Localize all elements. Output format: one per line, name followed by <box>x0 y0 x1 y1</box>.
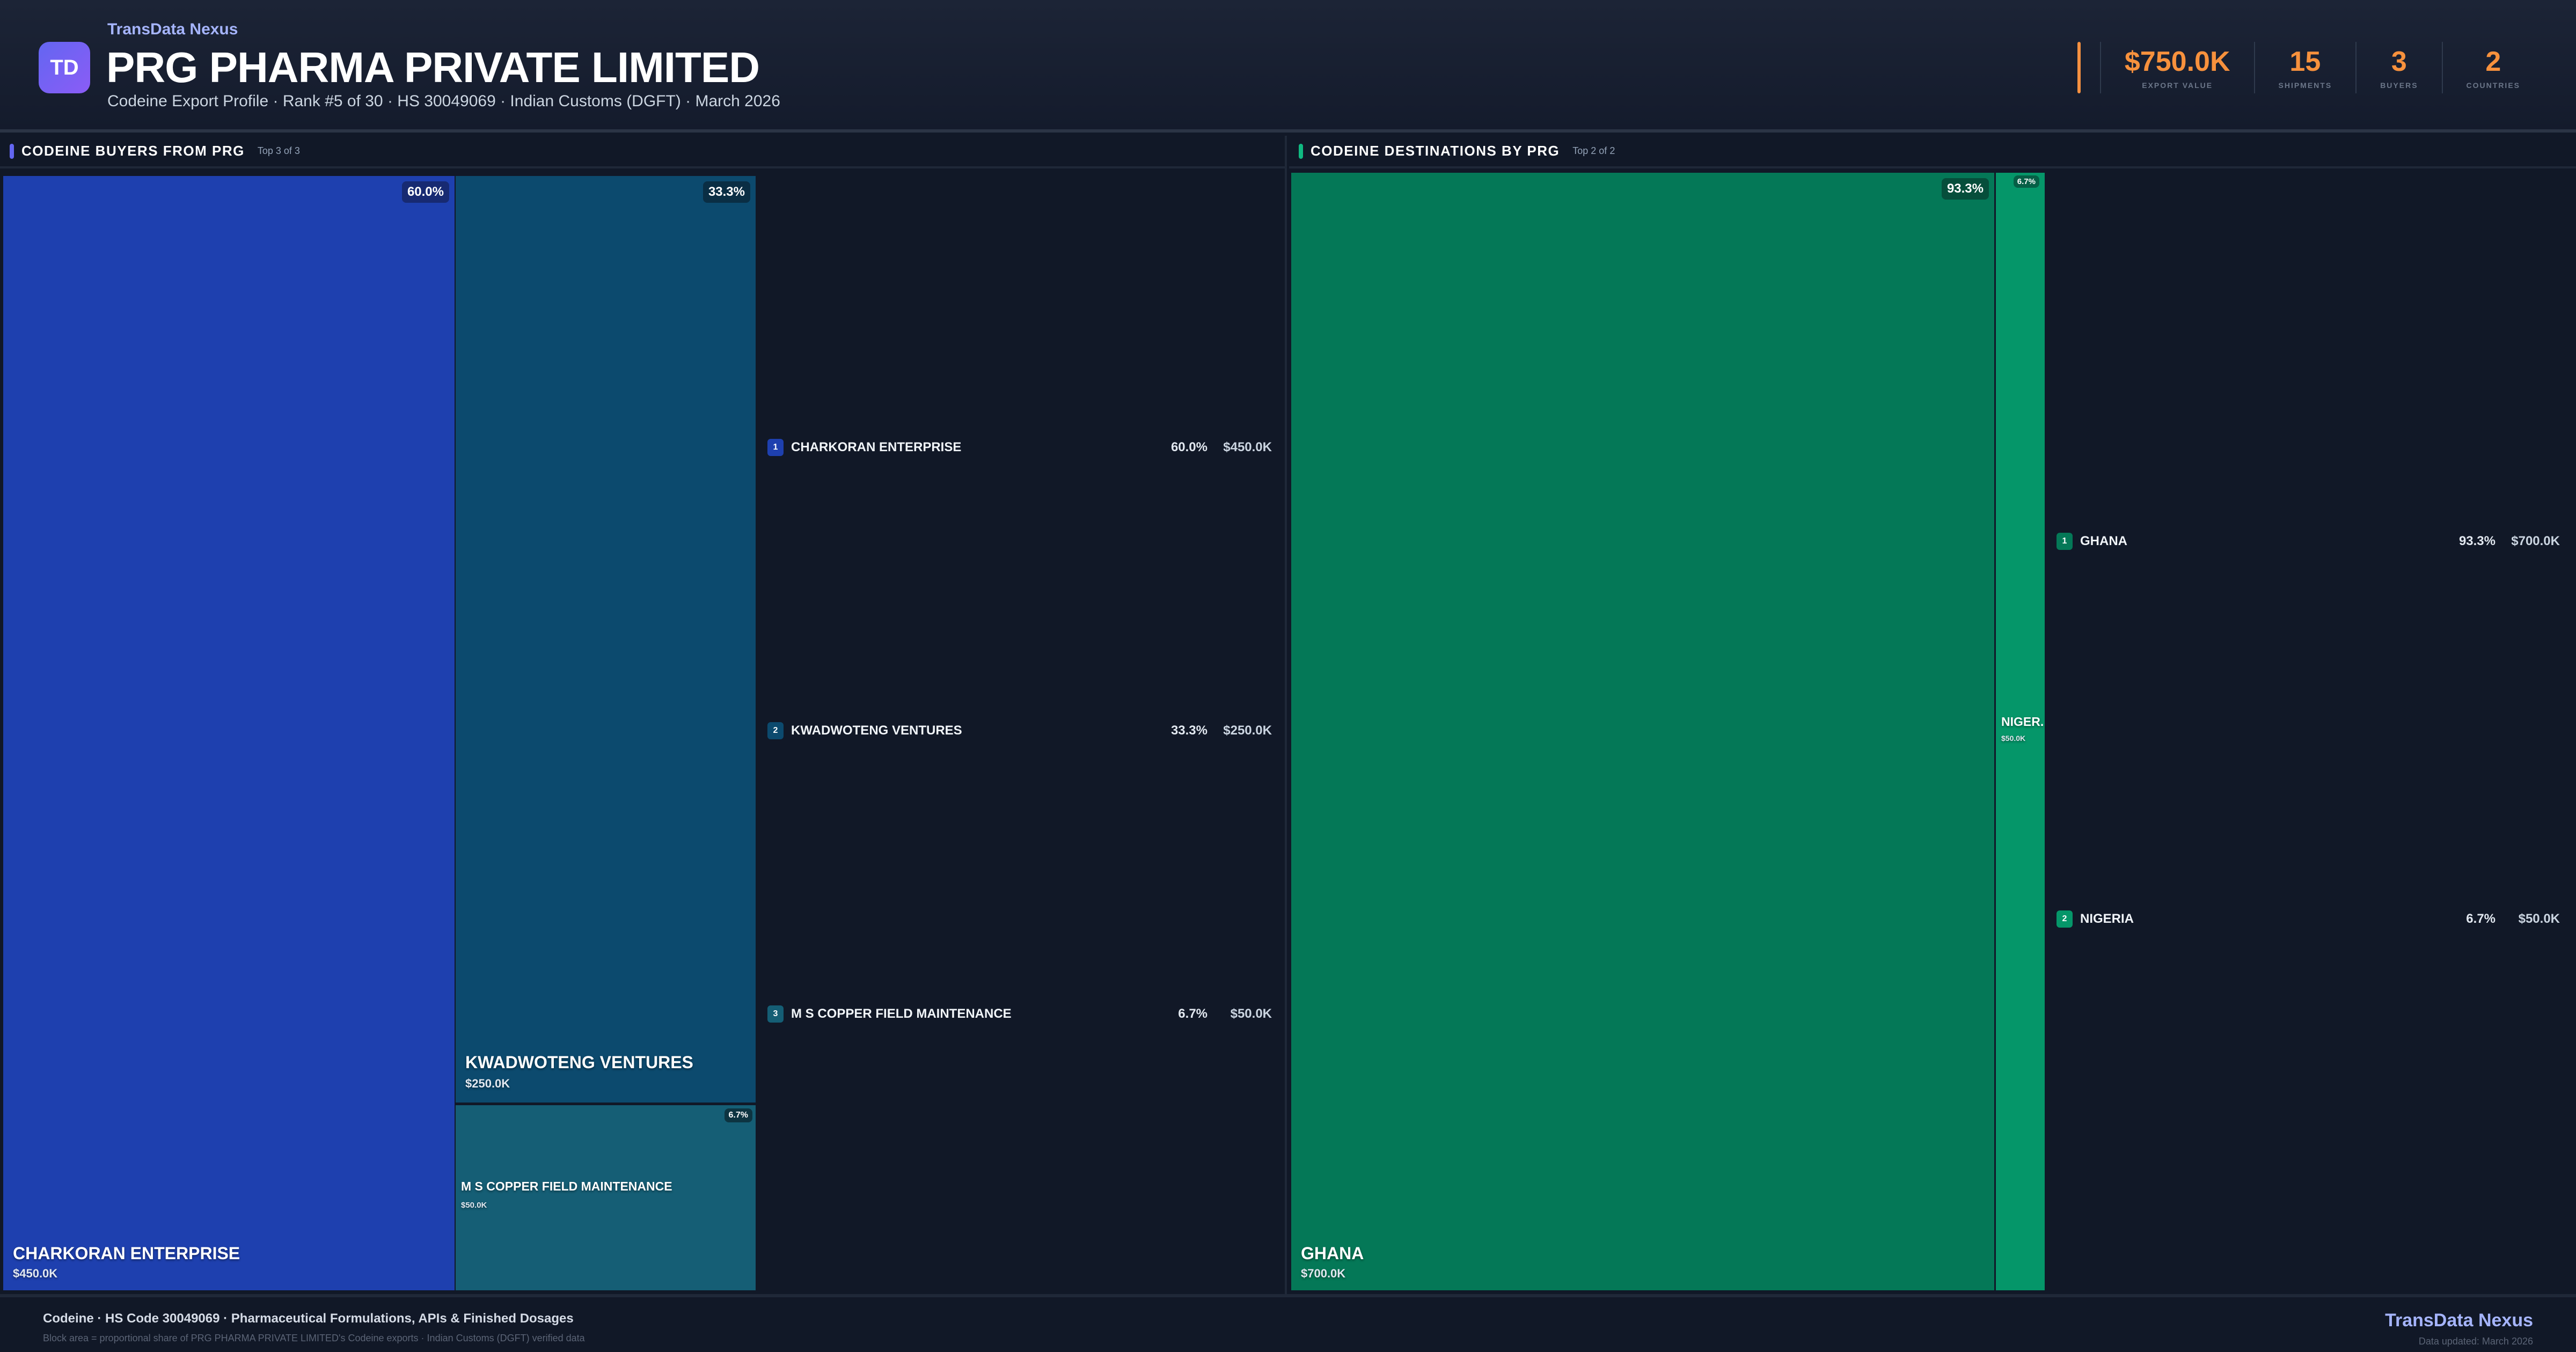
cell-value: $50.0K <box>2001 734 2026 743</box>
kpi-value: 2 <box>2485 46 2501 77</box>
section-accent-bar <box>10 143 14 159</box>
kpi-shipments: 15 SHIPMENTS <box>2253 42 2356 93</box>
cell-name: CHARKORAN ENTERPRISE <box>13 1244 240 1263</box>
footer-updated: Data updated: March 2026 <box>2418 1336 2533 1347</box>
page-footer: Codeine · HS Code 30049069 · Pharmaceuti… <box>0 1294 2576 1352</box>
legend-name: KWADWOTENG VENTURES <box>791 723 962 738</box>
section-title: CODEINE BUYERS FROM PRG <box>21 143 245 159</box>
kpi-label: COUNTRIES <box>2466 81 2520 90</box>
footer-brand: TransData Nexus <box>2385 1310 2533 1331</box>
section-subtitle: Top 2 of 2 <box>1572 145 1615 156</box>
legend-share: 6.7% <box>1178 1006 1208 1021</box>
cell-name: NIGER. <box>2001 715 2044 729</box>
legend-value: $50.0K <box>1230 1006 1272 1021</box>
share-badge: 33.3% <box>702 181 750 203</box>
rank-badge: 2 <box>767 722 784 739</box>
legend-item[interactable]: 2 KWADWOTENG VENTURES 33.3% $250.0K <box>767 720 1272 741</box>
cell-value: $450.0K <box>13 1267 58 1280</box>
brand-logo-icon: TD <box>39 42 90 93</box>
destinations-section-header: CODEINE DESTINATIONS BY PRG Top 2 of 2 <box>1289 136 2576 168</box>
kpi-value: $750.0K <box>2124 46 2230 77</box>
kpi-countries: 2 COUNTRIES <box>2441 42 2544 93</box>
treemap-cell-ms-copper[interactable]: 6.7% M S COPPER FIELD MAINTENANCE $50.0K <box>456 1105 756 1290</box>
legend-item[interactable]: 2 NIGERIA 6.7% $50.0K <box>2057 908 2560 930</box>
cell-value: $700.0K <box>1301 1267 1346 1280</box>
cell-name: KWADWOTENG VENTURES <box>465 1053 693 1072</box>
legend-item[interactable]: 1 GHANA 93.3% $700.0K <box>2057 531 2560 552</box>
rank-badge: 2 <box>2057 910 2073 928</box>
kpi-export-value: $750.0K EXPORT VALUE <box>2099 42 2254 93</box>
legend-share: 60.0% <box>1170 440 1208 454</box>
brand-name: TransData Nexus <box>107 20 238 38</box>
kpi-buyers: 3 BUYERS <box>2355 42 2441 93</box>
kpi-value: 15 <box>2289 46 2321 77</box>
legend-value: $450.0K <box>1223 440 1272 454</box>
cell-name: GHANA <box>1301 1244 1364 1263</box>
legend-value: $50.0K <box>2518 912 2560 926</box>
destinations-panel: CODEINE DESTINATIONS BY PRG Top 2 of 2 9… <box>1289 136 2576 1294</box>
legend-value: $700.0K <box>2511 534 2560 548</box>
kpi-label: SHIPMENTS <box>2278 81 2332 90</box>
treemap-cell-charkoran[interactable]: 60.0% CHARKORAN ENTERPRISE $450.0K <box>3 176 455 1290</box>
legend-item[interactable]: 3 M S COPPER FIELD MAINTENANCE 6.7% $50.… <box>767 1003 1272 1025</box>
kpi-label: EXPORT VALUE <box>2142 81 2213 90</box>
legend-share: 33.3% <box>1170 723 1208 738</box>
section-subtitle: Top 3 of 3 <box>257 145 300 156</box>
cell-value: $50.0K <box>461 1201 487 1210</box>
legend-value: $250.0K <box>1223 723 1272 738</box>
legend-share: 93.3% <box>2458 534 2496 548</box>
legend-item[interactable]: 1 CHARKORAN ENTERPRISE 60.0% $450.0K <box>767 437 1272 458</box>
legend-name: GHANA <box>2080 534 2127 548</box>
cell-value: $250.0K <box>465 1077 510 1090</box>
page-header: TD TransData Nexus PRG PHARMA PRIVATE LI… <box>0 0 2576 133</box>
section-title: CODEINE DESTINATIONS BY PRG <box>1311 143 1560 159</box>
buyers-panel: CODEINE BUYERS FROM PRG Top 3 of 3 60.0%… <box>0 136 1287 1294</box>
page-title: PRG PHARMA PRIVATE LIMITED <box>106 43 760 91</box>
treemap-cell-nigeria[interactable]: 6.7% NIGER. $50.0K <box>1996 173 2045 1290</box>
section-accent-bar <box>1299 143 1303 159</box>
buyers-section-header: CODEINE BUYERS FROM PRG Top 3 of 3 <box>0 136 1285 168</box>
footer-note: Block area = proportional share of PRG P… <box>43 1333 585 1343</box>
share-badge: 6.7% <box>2013 175 2039 188</box>
rank-badge: 1 <box>767 439 784 456</box>
kpi-label: BUYERS <box>2380 81 2418 90</box>
legend-name: NIGERIA <box>2080 912 2134 926</box>
kpi-accent-bar <box>2077 42 2081 93</box>
legend-name: CHARKORAN ENTERPRISE <box>791 440 962 454</box>
cell-name: M S COPPER FIELD MAINTENANCE <box>461 1179 672 1193</box>
rank-badge: 3 <box>767 1005 784 1023</box>
legend-name: M S COPPER FIELD MAINTENANCE <box>791 1006 1012 1021</box>
treemap-cell-kwadwoteng[interactable]: 33.3% KWADWOTENG VENTURES $250.0K <box>456 176 756 1103</box>
share-badge: 6.7% <box>724 1108 752 1122</box>
treemap-cell-ghana[interactable]: 93.3% GHANA $700.0K <box>1291 173 1994 1290</box>
share-badge: 93.3% <box>1941 178 1989 200</box>
share-badge: 60.0% <box>401 181 449 203</box>
kpi-strip: $750.0K EXPORT VALUE 15 SHIPMENTS 3 BUYE… <box>2077 42 2544 93</box>
kpi-value: 3 <box>2391 46 2407 77</box>
legend-share: 6.7% <box>2466 912 2496 926</box>
page-subtitle: Codeine Export Profile · Rank #5 of 30 ·… <box>107 92 780 110</box>
rank-badge: 1 <box>2057 533 2073 550</box>
footer-hs-description: Codeine · HS Code 30049069 · Pharmaceuti… <box>43 1311 574 1326</box>
